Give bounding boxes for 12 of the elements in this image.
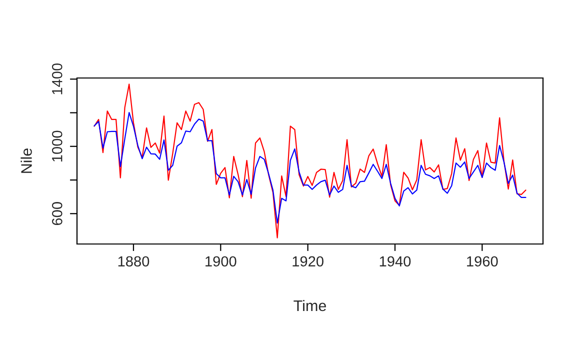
x-tick-label: 1960 bbox=[467, 256, 498, 267]
y-tick-label: 1400 bbox=[52, 63, 62, 94]
x-tick-label: 1900 bbox=[206, 256, 236, 267]
line-series bbox=[94, 84, 526, 238]
y-axis-title: Nile bbox=[20, 148, 32, 173]
y-tick-label: 600 bbox=[52, 202, 62, 226]
x-tick-label: 1880 bbox=[118, 256, 150, 267]
x-tick-label: 1920 bbox=[292, 256, 324, 267]
line-series bbox=[94, 112, 526, 224]
x-tick-label: 1940 bbox=[380, 256, 411, 267]
y-tick-label: 1000 bbox=[52, 130, 62, 162]
x-axis-title: Time bbox=[294, 300, 326, 312]
